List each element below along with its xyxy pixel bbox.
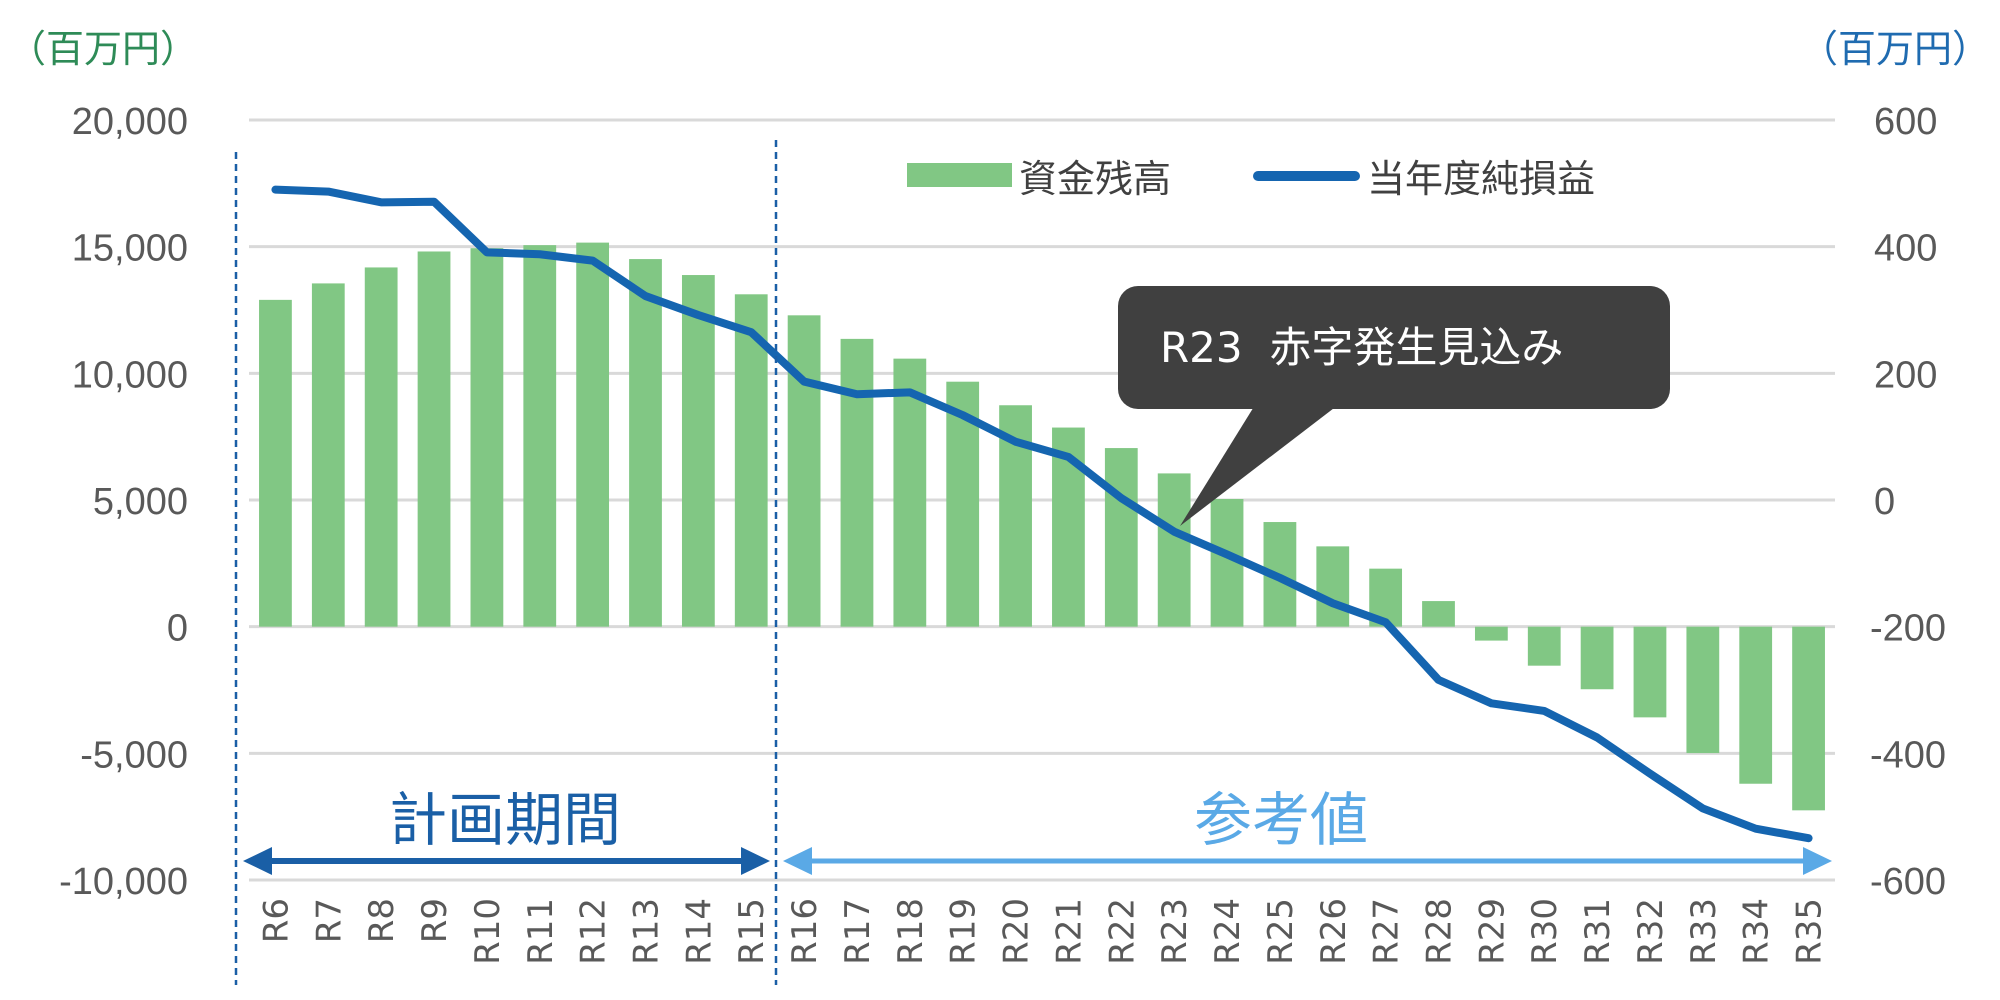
bar-R34	[1739, 626, 1773, 784]
x-tick-label: R28	[1420, 898, 1460, 965]
x-tick-label: R29	[1472, 898, 1512, 965]
plan-period-label: 計画期間	[389, 786, 621, 854]
right-tick-label: -600	[1870, 861, 1946, 903]
bar-R8	[364, 267, 398, 627]
right-tick-label: 200	[1874, 354, 1937, 396]
x-tick-label: R12	[574, 898, 614, 965]
x-tick-label: R34	[1737, 898, 1777, 965]
x-tick-label: R17	[838, 898, 878, 965]
bar-R15	[734, 294, 768, 627]
bar-R31	[1580, 626, 1614, 690]
x-tick-label: R8	[362, 898, 402, 943]
x-tick-label: R7	[309, 898, 349, 943]
x-tick-label: R15	[732, 898, 772, 965]
x-tick-label: R14	[679, 898, 719, 965]
left-tick-label: 20,000	[72, 101, 188, 143]
bar-R17	[840, 338, 874, 627]
x-tick-label: R32	[1631, 898, 1671, 965]
bar-R23	[1157, 473, 1191, 627]
x-tick-label: R18	[891, 898, 931, 965]
bar-R30	[1527, 626, 1561, 666]
line-path	[271, 185, 1813, 843]
right-tick-label: 0	[1874, 481, 1895, 523]
callout-text: R23 赤字発生見込み	[1160, 323, 1563, 372]
right-tick-label: 400	[1874, 228, 1937, 270]
right-axis-unit: （百万円）	[1800, 27, 1990, 71]
legend-label-bar: 資金残高	[1019, 157, 1171, 201]
bar-R11	[523, 245, 557, 627]
x-tick-label: R11	[521, 898, 561, 965]
right-axis-ticks: 600 400 200 0 -200 -400 -600	[1870, 101, 1946, 903]
x-tick-label: R35	[1790, 898, 1830, 965]
legend-label-line: 当年度純損益	[1367, 157, 1595, 201]
right-tick-label: 600	[1874, 101, 1937, 143]
left-tick-label: 5,000	[93, 481, 188, 523]
x-tick-label: R24	[1208, 898, 1248, 965]
left-axis-ticks: 20,000 15,000 10,000 5,000 0 -5,000 -10,000	[59, 101, 188, 903]
x-tick-label: R16	[785, 898, 825, 965]
reference-period-label: 参考値	[1194, 786, 1368, 854]
bar-R13	[629, 259, 662, 627]
left-axis-unit: （百万円）	[8, 27, 198, 71]
gridlines	[249, 118, 1835, 882]
bar-R26	[1316, 546, 1350, 627]
left-tick-label: -10,000	[59, 861, 188, 903]
x-tick-label: R13	[627, 898, 667, 965]
bar-R18	[893, 358, 927, 627]
x-tick-label: R27	[1367, 898, 1407, 965]
x-tick-label: R23	[1155, 898, 1195, 965]
legend: 資金残高 当年度純損益	[907, 157, 1595, 201]
x-tick-label: R26	[1314, 898, 1354, 965]
x-tick-label: R33	[1684, 898, 1724, 965]
bar-R7	[311, 283, 345, 627]
reference-period-arrow	[783, 847, 1832, 875]
bar-R10	[470, 248, 504, 627]
bar-R6	[259, 299, 292, 627]
line-series	[271, 185, 1813, 843]
x-tick-label: R10	[468, 898, 508, 965]
bar-series	[259, 242, 1825, 811]
x-tick-label: R25	[1261, 898, 1301, 965]
bar-R9	[417, 251, 451, 627]
deficit-callout: R23 赤字発生見込み	[1118, 286, 1670, 526]
bar-R16	[787, 315, 821, 627]
x-tick-label: R31	[1578, 898, 1618, 965]
x-tick-label: R21	[1049, 898, 1089, 965]
x-tick-label: R19	[944, 898, 984, 965]
x-tick-label: R20	[997, 898, 1037, 965]
bar-R12	[576, 242, 610, 627]
x-tick-label: R22	[1102, 898, 1142, 965]
bar-R35	[1792, 626, 1825, 811]
x-tick-label: R6	[256, 898, 296, 943]
right-tick-label: -200	[1870, 608, 1946, 650]
plan-period-arrow	[243, 847, 770, 875]
left-tick-label: 10,000	[72, 354, 188, 396]
bar-R32	[1633, 626, 1667, 718]
right-tick-label: -400	[1870, 734, 1946, 776]
x-tick-label: R9	[415, 898, 455, 943]
left-tick-label: 0	[167, 608, 188, 650]
bar-R28	[1422, 601, 1455, 627]
bar-R22	[1104, 448, 1138, 627]
left-tick-label: -5,000	[80, 734, 188, 776]
x-axis-ticks: R6 R7 R8 R9 R10 R11 R12 R13 R14 R15 R16 R17 R18 R19 R2…	[256, 898, 1829, 965]
left-tick-label: 15,000	[72, 228, 188, 270]
bar-R33	[1686, 626, 1720, 754]
legend-swatch-bar	[907, 163, 1012, 187]
bar-R29	[1474, 626, 1508, 641]
x-tick-label: R30	[1525, 898, 1565, 965]
bar-R14	[681, 275, 715, 627]
